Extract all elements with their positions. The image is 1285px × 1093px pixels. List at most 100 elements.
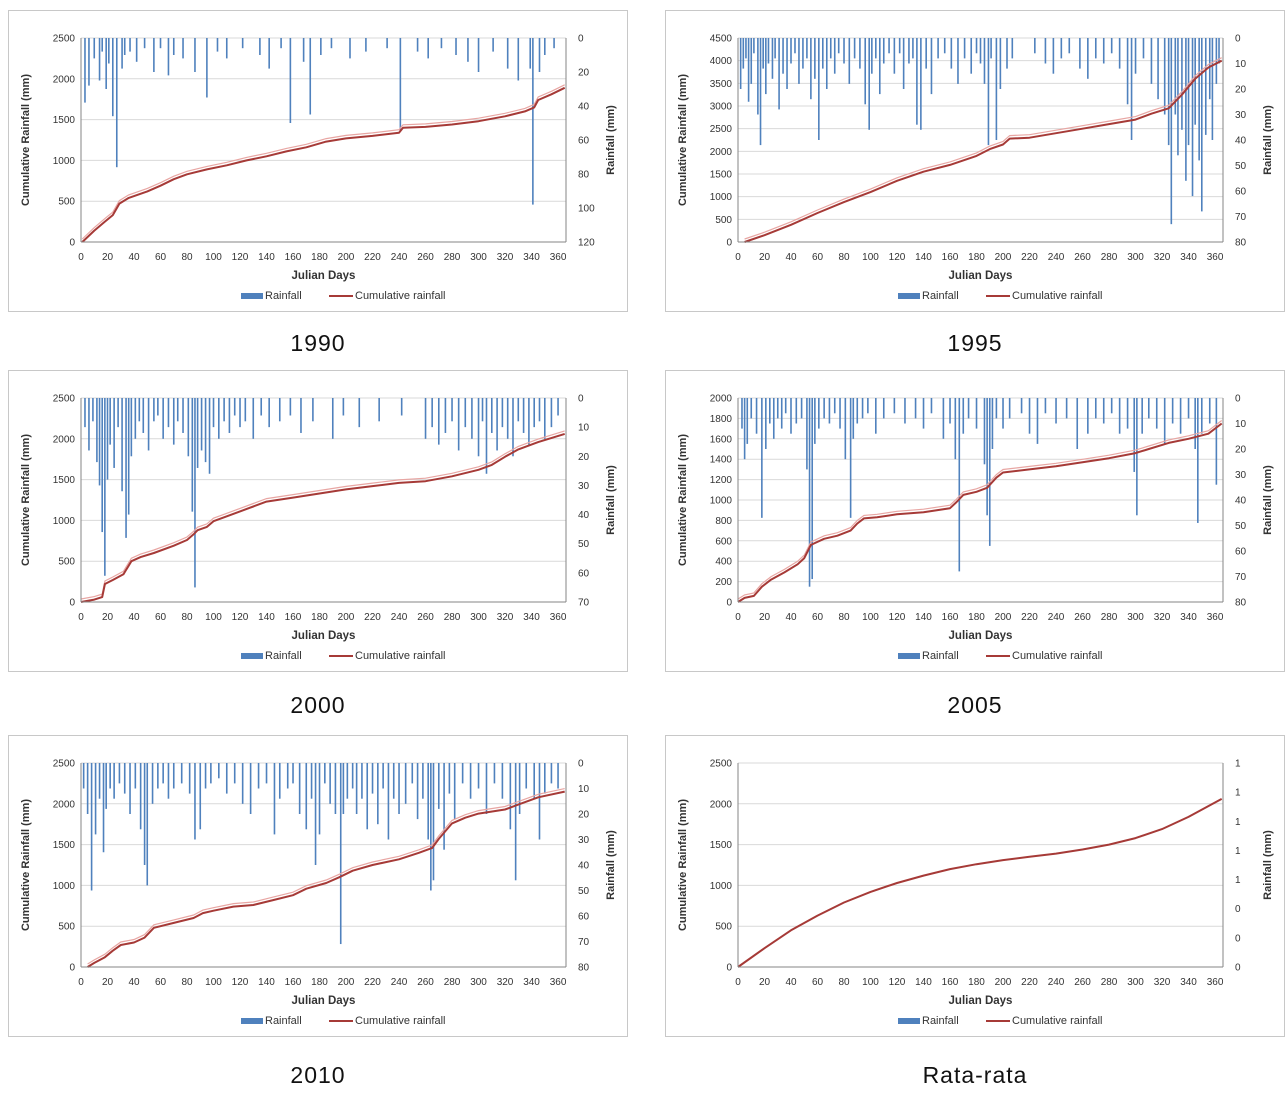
y-left-tick-label: 2500	[710, 124, 733, 135]
rainfall-bar	[437, 398, 440, 445]
rainfall-bar	[790, 38, 792, 64]
rainfall-bar	[331, 398, 334, 439]
rainfall-bar	[1194, 38, 1196, 125]
x-tick-label: 160	[942, 252, 959, 263]
x-tick-label: 200	[995, 977, 1012, 988]
rainfall-bar	[771, 38, 774, 79]
x-tick-label: 320	[497, 252, 514, 263]
cumulative-trend-line	[87, 788, 565, 965]
rainfall-bar	[162, 763, 164, 784]
rainfall-bar	[244, 398, 247, 422]
rainfall-bar	[187, 398, 190, 457]
rainfall-bar	[849, 398, 852, 518]
cumulative-trend-line	[737, 420, 1223, 600]
rainfall-bar	[999, 38, 1002, 89]
y-right-tick-label: 20	[578, 68, 590, 79]
chart-panel-1990: 0 500 1000 1500 2000 2500 0 20 40 60 80 100 120 0 20 40…	[8, 10, 628, 312]
rainfall-bar	[314, 763, 317, 865]
rainfall-bar	[745, 38, 747, 59]
rainfall-bar	[260, 398, 263, 416]
rainfall-bar	[875, 398, 877, 434]
cumulative-rainfall-line	[744, 59, 1223, 243]
rainfall-bar	[204, 398, 207, 463]
chart-caption-2010: 2010	[290, 1062, 346, 1088]
cumulative-rainfall-line	[87, 790, 565, 968]
rainfall-bar	[117, 398, 119, 428]
rainfall-bar	[448, 763, 451, 794]
rainfall-bar	[893, 398, 896, 414]
rainfall-bar	[868, 38, 870, 130]
rainfall-bar	[334, 763, 337, 814]
rainfall-bar	[259, 38, 261, 55]
rainfall-bar	[501, 398, 504, 428]
rainfall-bar	[1134, 38, 1137, 74]
y-left-tick-label: 500	[715, 215, 732, 226]
rainfall-bar	[1079, 38, 1081, 69]
rainfall-bar	[443, 763, 445, 850]
rainfall-bar	[1094, 398, 1097, 419]
y-right-tick-label: 80	[1235, 598, 1247, 609]
y-right-tick-label: 20	[578, 810, 590, 821]
rainfall-bar	[151, 763, 154, 804]
y-right-tick-label: 40	[1235, 496, 1247, 507]
chart-svg-2010: 0 500 1000 1500 2000 2500 0 10 20 30 40 50 60 70 80 0 20…	[20, 759, 617, 1028]
rainfall-bar	[377, 763, 379, 825]
legend-label-cumulative: Cumulative rainfall	[1012, 1015, 1102, 1027]
x-tick-label: 160	[285, 252, 302, 263]
rainfall-bar	[538, 763, 541, 840]
x-tick-label: 180	[968, 252, 985, 263]
rainfall-bar	[109, 763, 111, 789]
y-left-tick-label: 2500	[53, 759, 76, 770]
legend-label-cumulative: Cumulative rainfall	[1012, 290, 1102, 302]
rainfall-bar	[776, 398, 779, 419]
rainfall-bar	[750, 38, 753, 84]
rainfall-bar	[1211, 38, 1214, 140]
rainfall-bar	[1142, 38, 1145, 59]
x-tick-label: 200	[338, 612, 355, 623]
y-axis-title-right: Rainfall (mm)	[605, 830, 617, 900]
x-axis-title: Julian Days	[949, 270, 1013, 282]
rainfall-bar	[1157, 38, 1159, 100]
rainfall-bar	[228, 398, 231, 433]
x-tick-label: 80	[838, 612, 850, 623]
rainfall-bar	[278, 763, 281, 799]
rainfall-bar	[914, 398, 917, 419]
rainfall-bar	[930, 38, 933, 95]
rainfall-bar	[743, 398, 746, 460]
rainfall-bar	[431, 398, 433, 428]
rainfall-bar	[1087, 38, 1089, 79]
rainfall-bar	[427, 38, 429, 59]
rainfall-bar	[1177, 38, 1179, 156]
rainfall-bar	[167, 398, 170, 428]
rainfall-bar	[963, 38, 966, 59]
x-tick-label: 60	[155, 252, 167, 263]
rainfall-bar	[1110, 398, 1113, 414]
x-tick-label: 60	[155, 612, 167, 623]
y-left-tick-label: 3000	[710, 102, 733, 113]
x-tick-label: 60	[812, 252, 824, 263]
rainfall-bar	[856, 398, 859, 424]
y-right-tick-label: 70	[1235, 572, 1247, 583]
rainfall-bar	[1006, 38, 1008, 69]
rainfall-bar	[324, 763, 326, 784]
rainfall-bar	[453, 763, 456, 820]
rainfall-bar	[387, 763, 390, 840]
x-tick-label: 100	[205, 977, 222, 988]
cumulative-rainfall-line	[80, 432, 565, 603]
rainfall-bar	[1163, 38, 1166, 115]
x-tick-label: 100	[205, 252, 222, 263]
rainfall-bar	[268, 38, 270, 69]
rainfall-bar	[1197, 398, 1199, 523]
rainfall-bar	[1052, 38, 1055, 74]
x-axis-title: Julian Days	[292, 270, 356, 282]
rainfall-bar	[1141, 398, 1143, 434]
rainfall-bar	[135, 38, 138, 62]
y-axis-title-left: Cumulative Rainfall (mm)	[20, 434, 32, 566]
legend-swatch-rainfall	[898, 293, 920, 299]
rainfall-bar	[196, 398, 199, 468]
y-right-tick-label: 40	[578, 510, 590, 521]
x-tick-label: 340	[1180, 977, 1197, 988]
rainfall-bar	[925, 38, 927, 69]
x-tick-label: 60	[812, 977, 824, 988]
